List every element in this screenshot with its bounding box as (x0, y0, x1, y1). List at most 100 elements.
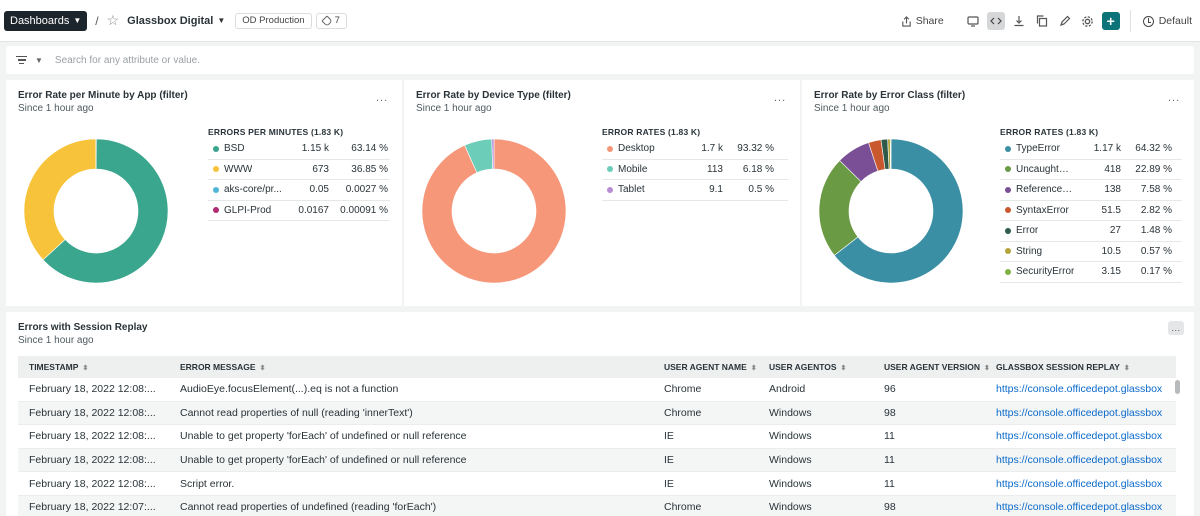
legend-value: 10.5 (1101, 245, 1121, 257)
account-badge[interactable]: OD Production (235, 12, 312, 29)
panel-title: Errors with Session Replay (18, 322, 148, 333)
table-row[interactable]: February 18, 2022 12:07:... Cannot read p… (18, 495, 1176, 516)
share-icon (901, 15, 911, 27)
session-replay-link[interactable]: https://console.officedepot.glassbox (996, 477, 1163, 490)
legend-name: TypeError (1016, 143, 1060, 155)
table-row[interactable]: February 18, 2022 12:08:... AudioEye.focu… (18, 378, 1176, 402)
download-icon[interactable] (1010, 12, 1028, 30)
legend-item[interactable]: String 10.5 0.57 % (1000, 242, 1182, 262)
legend-percent: 0.17 % (1140, 266, 1172, 278)
panel-menu-button[interactable]: ... (376, 92, 389, 104)
panel-menu-button[interactable]: ... (1168, 92, 1181, 104)
table-scrollbar[interactable] (1175, 380, 1180, 394)
code-view-icon[interactable] (986, 12, 1005, 30)
table-cell: Chrome (664, 383, 702, 396)
duplicate-icon[interactable] (1033, 12, 1051, 30)
tv-mode-icon[interactable] (964, 12, 982, 30)
legend-item[interactable]: SyntaxError 51.5 2.82 % (1000, 201, 1182, 221)
legend-item[interactable]: ReferenceEr... 138 7.58 % (1000, 180, 1182, 201)
favorite-star-icon[interactable]: ☆ (106, 12, 120, 28)
column-header-glassbox-session-replay[interactable]: GLASSBOX SESSION REPLAY ⬍ (996, 362, 1130, 372)
legend-item[interactable]: Error 27 1.48 % (1000, 221, 1182, 242)
table-header-row: TIMESTAMP ⬍ ERROR MESSAGE ⬍ USER AGENT NAME ⬍… (18, 356, 1176, 378)
sort-icon[interactable]: ⬍ (750, 364, 757, 372)
sort-icon[interactable]: ⬍ (1123, 364, 1130, 372)
table-cell: Android (769, 383, 806, 396)
session-replay-link[interactable]: https://console.officedepot.glassbox (996, 383, 1163, 396)
column-header-error-message[interactable]: ERROR MESSAGE ⬍ (180, 362, 265, 372)
tags-badge[interactable]: 7 (315, 12, 347, 29)
legend-name: aks-core/pr... (224, 184, 282, 196)
legend-dot-icon (213, 186, 219, 193)
session-replay-link[interactable]: https://console.officedepot.glassbox (996, 501, 1163, 514)
table-row[interactable]: February 18, 2022 12:08:... Script error.… (18, 472, 1176, 496)
column-header-user-agent-version[interactable]: USER AGENT VERSION ⬍ (884, 362, 990, 372)
table-cell: 96 (884, 383, 896, 396)
legend-item[interactable]: Mobile 113 6.18 % (602, 160, 788, 180)
table-row[interactable]: February 18, 2022 12:08:... Unable to get… (18, 448, 1176, 473)
panel-title: Error Rate by Error Class (filter) (814, 90, 966, 101)
column-header-user-agent-name[interactable]: USER AGENT NAME ⬍ (664, 362, 757, 372)
sort-icon[interactable]: ⬍ (840, 364, 847, 372)
legend-item[interactable]: Desktop 1.7 k 93.32 % (602, 139, 788, 160)
table-row[interactable]: February 18, 2022 12:08:... Unable to get… (18, 425, 1176, 449)
filter-search-input[interactable]: Search for any attribute or value. (54, 54, 200, 66)
legend-item[interactable]: Tablet 9.1 0.5 % (602, 180, 788, 201)
column-header-timestamp[interactable]: TIMESTAMP ⬍ (29, 362, 88, 372)
session-replay-link[interactable]: https://console.officedepot.glassbox (996, 406, 1163, 419)
legend-name: BSD (224, 143, 245, 155)
dashboards-dropdown[interactable]: Dashboards ▼ (4, 10, 88, 31)
legend-dot-icon (1005, 166, 1011, 173)
legend-name: SyntaxError (1016, 204, 1069, 216)
sort-icon[interactable]: ⬍ (984, 364, 990, 372)
sort-icon[interactable]: ⬍ (82, 364, 89, 372)
dashboard-title[interactable]: Glassbox Digital (127, 14, 214, 27)
legend-item[interactable]: UncaughtEx... 418 22.89 % (1000, 160, 1182, 180)
legend-value: 51.5 (1101, 204, 1121, 216)
table-cell: IE (664, 430, 674, 443)
legend-value: 0.0167 (298, 204, 329, 216)
settings-gear-icon[interactable] (1079, 12, 1097, 30)
legend-item[interactable]: aks-core/pr... 0.05 0.0027 % (208, 180, 390, 201)
legend-item[interactable]: TypeError 1.17 k 64.32 % (1000, 139, 1182, 160)
donut-slice-securityerror[interactable] (889, 139, 892, 170)
donut-slice-typeerror[interactable] (833, 139, 963, 283)
column-header-label: GLASSBOX SESSION REPLAY (996, 362, 1120, 372)
legend-item[interactable]: BSD 1.15 k 63.14 % (208, 139, 390, 160)
legend-dot-icon (607, 166, 613, 173)
donut-slice-www[interactable] (24, 139, 97, 261)
column-header-user-agentos[interactable]: USER AGENTOS ⬍ (769, 362, 846, 372)
legend-name: Desktop (618, 143, 655, 155)
donut-slice-bsd[interactable] (42, 139, 168, 283)
legend-title: ERROR RATES (1.83 K) (602, 127, 701, 137)
share-button[interactable]: Share (901, 15, 944, 27)
filter-chevron-down-icon[interactable]: ▼ (35, 55, 43, 65)
table-cell: Unable to get property 'forEach' of unde… (180, 454, 467, 467)
table-cell: Chrome (664, 501, 702, 514)
edit-pencil-icon[interactable] (1056, 12, 1074, 30)
legend-title: ERROR RATES (1.83 K) (1000, 127, 1099, 137)
breadcrumb-separator: / (95, 13, 99, 28)
donut-slice-tablet[interactable] (491, 139, 495, 170)
table-row[interactable]: February 18, 2022 12:08:... Cannot read p… (18, 401, 1176, 426)
session-replay-link[interactable]: https://console.officedepot.glassbox (996, 454, 1163, 467)
column-header-label: USER AGENTOS (769, 362, 837, 372)
donut-slice-desktop[interactable] (422, 139, 566, 283)
time-picker-button[interactable]: Default (1142, 15, 1192, 27)
add-widget-button[interactable]: + (1101, 12, 1120, 30)
sort-icon[interactable]: ⬍ (259, 364, 266, 372)
legend-dot-icon (607, 186, 613, 193)
panel-menu-button[interactable]: ... (774, 92, 787, 104)
legend-item[interactable]: WWW 673 36.85 % (208, 160, 390, 180)
legend-name: Error (1016, 225, 1039, 237)
legend-item[interactable]: SecurityError 3.15 0.17 % (1000, 262, 1182, 283)
legend-dot-icon (1005, 268, 1011, 275)
table-cell: Script error. (180, 477, 235, 490)
title-chevron-down-icon[interactable]: ▼ (217, 16, 226, 25)
legend-name: Tablet (618, 184, 645, 196)
legend-title: ERRORS PER MINUTES (1.83 K) (208, 127, 344, 137)
legend-item[interactable]: GLPI-Prod 0.0167 0.00091 % (208, 201, 390, 221)
filter-icon[interactable] (16, 56, 27, 64)
panel-menu-button[interactable]: ... (1168, 321, 1184, 335)
session-replay-link[interactable]: https://console.officedepot.glassbox (996, 430, 1163, 443)
